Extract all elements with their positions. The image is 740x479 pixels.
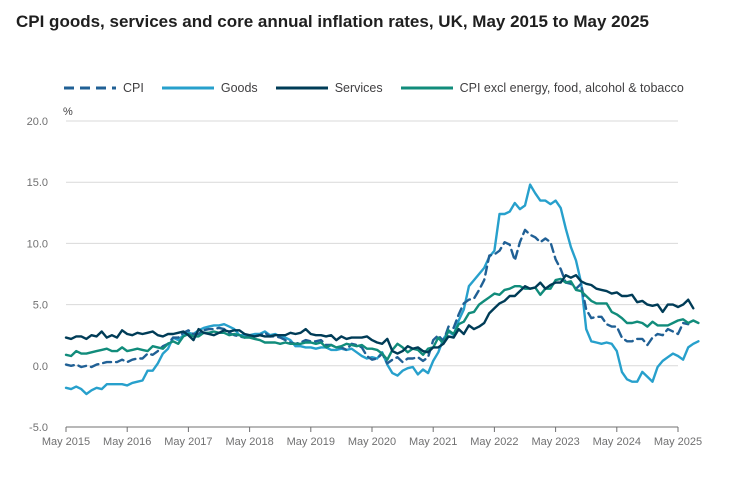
y-axis-unit-label: %: [63, 106, 73, 118]
legend-item-goods[interactable]: Goods: [161, 81, 258, 95]
x-tick-label: May 2022: [470, 436, 518, 448]
y-tick-label: -5.0: [29, 422, 48, 434]
gridlines: [66, 120, 678, 428]
legend: CPI Goods Services CPI excl energy, food…: [64, 79, 702, 97]
legend-label-cpi: CPI: [123, 81, 144, 95]
x-tick-label: May 2018: [225, 436, 273, 448]
x-tick-label: May 2025: [654, 436, 702, 448]
x-axis: May 2015 May 2016 May 2017 May 2018 May 2019…: [42, 427, 702, 448]
legend-item-core[interactable]: CPI excl energy, food, alcohol & tobacco: [400, 81, 684, 95]
chart-title: CPI goods, services and core annual infl…: [16, 12, 650, 31]
x-tick-label: May 2017: [164, 436, 212, 448]
series-lines: [64, 183, 700, 396]
legend-label-goods: Goods: [220, 81, 258, 95]
legend-item-cpi[interactable]: CPI: [64, 81, 144, 95]
series-line-cpi-excl-energy-food-alcohol-tobacco: [64, 277, 700, 361]
legend-swatch-cpi: [64, 86, 116, 90]
legend-label-services: Services: [334, 81, 383, 95]
x-tick-label: May 2016: [103, 436, 151, 448]
legend-swatch-goods: [161, 86, 214, 90]
x-tick-label: May 2019: [287, 436, 335, 448]
x-tick-label: May 2021: [409, 436, 457, 448]
y-tick-label: 10.0: [27, 238, 48, 250]
legend-swatch-core: [400, 86, 453, 90]
y-tick-label: 15.0: [27, 177, 48, 189]
x-tick-label: May 2024: [593, 436, 641, 448]
series-line-services: [64, 274, 695, 355]
legend-item-services[interactable]: Services: [275, 81, 383, 95]
x-tick-label: May 2023: [531, 436, 579, 448]
y-tick-label: 0.0: [33, 361, 48, 373]
y-tick-label: 20.0: [27, 116, 48, 128]
legend-swatch-services: [275, 86, 328, 90]
legend-label-core: CPI excl energy, food, alcohol & tobacco: [459, 81, 684, 95]
x-tick-label: May 2015: [42, 436, 90, 448]
series-line-cpi: [64, 228, 690, 369]
x-tick-label: May 2020: [348, 436, 396, 448]
y-axis: 20.0 15.0 10.0 5.0 0.0 -5.0: [27, 116, 48, 434]
y-tick-label: 5.0: [33, 300, 48, 312]
